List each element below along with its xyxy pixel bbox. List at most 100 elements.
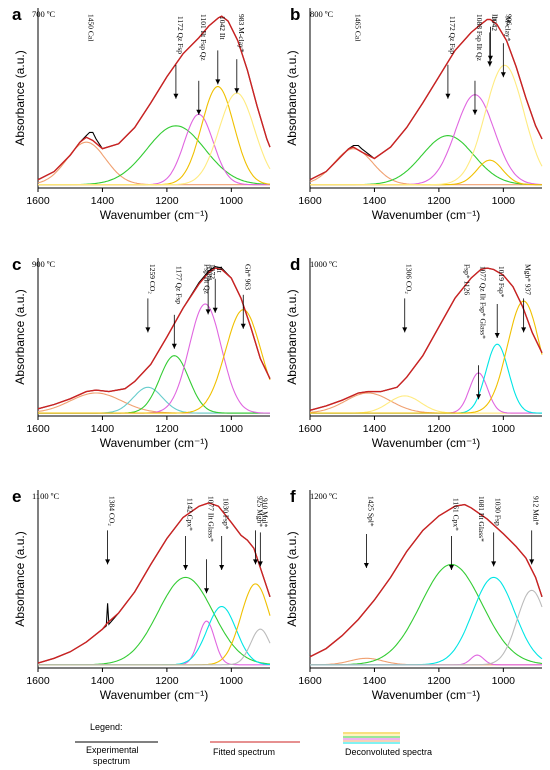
annotation-arrow-head (363, 563, 369, 568)
peak-annotation: 1072 (208, 264, 217, 279)
panel-b: b 800 ºC 1600 1400 1200 1000 Wavenumber (cm⁻¹)… (285, 5, 543, 222)
component-peak-1172 (38, 125, 270, 186)
component-peak-1077 (310, 372, 542, 414)
peak-annotation: 1088 Fsp Ilt Qz (475, 14, 484, 62)
component-peak-910 (38, 628, 271, 666)
x-tick-label: 1000 (220, 675, 244, 687)
annotation-arrow-head (173, 93, 179, 99)
temperature-label: 800 ºC (310, 9, 334, 19)
component-peak-1042 (38, 86, 271, 186)
peak-annotation: 1465 Cal (354, 14, 363, 41)
annotation-arrow-head (529, 559, 535, 565)
peak-annotation: 1177 Qz Fsp (174, 266, 183, 304)
x-tick-label: 1600 (298, 675, 322, 687)
x-tick-label: 1200 (427, 675, 451, 687)
annotation-arrow-head (476, 394, 482, 400)
fitted-spectrum (309, 267, 543, 411)
fitted-spectrum (309, 18, 543, 181)
panel-c: c 900 ºC 1600 1400 1200 1000 Wavenumber (cm⁻¹)… (12, 255, 271, 450)
y-axis-label: Absorbance (a.u.) (13, 50, 27, 145)
peak-annotation: 1172 Qz Fsp (448, 16, 457, 54)
fitted-spectrum (37, 502, 271, 664)
y-axis-label: Absorbance (a.u.) (285, 50, 299, 145)
annotation-arrow-head (448, 565, 454, 570)
temperature-label: 700 ºC (32, 9, 56, 19)
annotation-arrow-head (145, 327, 151, 333)
panel-label: c (12, 255, 21, 274)
y-axis-label: Absorbance (a.u.) (285, 289, 299, 384)
annotation-arrow-head (240, 323, 246, 329)
temperature-label: 1100 ºC (32, 491, 59, 501)
annotation-arrow-head (445, 93, 451, 99)
annotation-arrow-head (196, 109, 202, 115)
peak-annotation: 1450 Cal (86, 14, 95, 41)
x-tick-label: 1600 (298, 195, 322, 207)
x-tick-label: 1200 (427, 195, 451, 207)
component-peak-1420 (309, 392, 542, 414)
peak-annotation: 996 (505, 14, 514, 25)
peak-annotation: 1425 Spl* (366, 496, 375, 527)
peak-annotation: 912 Mul* (532, 496, 541, 526)
component-peak-1465 (309, 148, 542, 186)
peak-annotation: 1259 CO₂ (148, 264, 157, 294)
peak-annotation: 1172 Qz Fsp (176, 16, 185, 54)
peak-annotation: Mgh* 937 (524, 264, 533, 295)
annotation-arrow-head (402, 327, 408, 333)
panel-label: b (290, 5, 300, 24)
x-axis-label: Wavenumber (cm⁻¹) (372, 436, 481, 450)
temperature-label: 1000 ºC (310, 259, 338, 269)
peak-annotation: 1030 Fsp* (222, 498, 231, 530)
legend-fitted-label: Fitted spectrum (213, 747, 275, 757)
panel-d: d 1000 ºC 1600 1400 1200 1000 Wavenumber (cm⁻¹… (285, 255, 543, 450)
peak-annotation: 1081 Ilt Glass* (477, 496, 486, 542)
component-peak-1161 (310, 563, 543, 666)
component-peak-1019 (310, 343, 542, 414)
annotation-arrow-head (491, 561, 497, 567)
peak-annotation: Fsp Ilt Qz (202, 264, 211, 295)
x-tick-label: 1600 (298, 423, 322, 435)
peak-annotation: 1142 Cpx* (186, 498, 195, 531)
annotation-arrow-head (487, 55, 493, 61)
peak-annotation: 1161 Cpx* (451, 498, 460, 531)
annotation-arrow-head (234, 88, 240, 94)
peak-annotation: 1101 Ilt Fsp Qz (199, 14, 208, 61)
peak-annotation: 1306 CO₂ (405, 264, 414, 294)
x-tick-label: 1400 (363, 675, 387, 687)
legend-deconvoluted-label: Deconvoluted spectra (345, 747, 432, 757)
peak-annotation: 1077 Qz Ilt Fsp* Glass* (479, 266, 488, 339)
peak-annotation: 1030 Fsp (494, 498, 503, 526)
annotation-arrow-head (105, 559, 111, 565)
x-tick-label: 1600 (26, 195, 50, 207)
annotation-arrow-head (215, 79, 221, 85)
x-tick-label: 1000 (492, 675, 516, 687)
x-axis-label: Wavenumber (cm⁻¹) (100, 436, 209, 450)
annotation-arrow-head (205, 309, 211, 315)
component-peak-1177 (38, 355, 270, 414)
annotation-arrow-head (494, 333, 500, 338)
annotation-arrow-head (257, 561, 263, 567)
component-peak-996 (310, 64, 543, 186)
annotation-arrow-head (487, 61, 493, 67)
peak-annotation: M-clay* (503, 16, 512, 42)
peak-annotation: Ilt (215, 266, 224, 274)
x-tick-label: 1000 (492, 423, 516, 435)
component-peak-1030 (310, 576, 543, 666)
legend-experimental-label: Experimental (86, 745, 139, 755)
panel-a: a 700 ºC 1600 1400 1200 1000 Wavenumber (cm⁻¹)… (12, 5, 271, 222)
component-peak-937 (310, 300, 543, 414)
annotation-arrow-head (204, 588, 210, 594)
component-peak-963 (38, 309, 271, 414)
panel-e: e 1100 ºC 1600 1400 1200 1000 Wavenumber (cm⁻¹… (12, 487, 271, 702)
x-tick-label: 1200 (155, 675, 179, 687)
peak-annotation: 983 M-clay* (237, 14, 246, 53)
annotation-arrow-head (500, 72, 506, 78)
annotation-arrow-head (183, 565, 189, 570)
x-tick-label: 1000 (220, 195, 244, 207)
component-peak-1420 (37, 392, 270, 414)
fitted-spectrum (37, 15, 271, 181)
panel-f: f 1200 ºC 1600 1400 1200 1000 Wavenumber (cm⁻¹… (285, 487, 543, 702)
legend-title: Legend: (90, 722, 123, 732)
panel-label: d (290, 255, 300, 274)
